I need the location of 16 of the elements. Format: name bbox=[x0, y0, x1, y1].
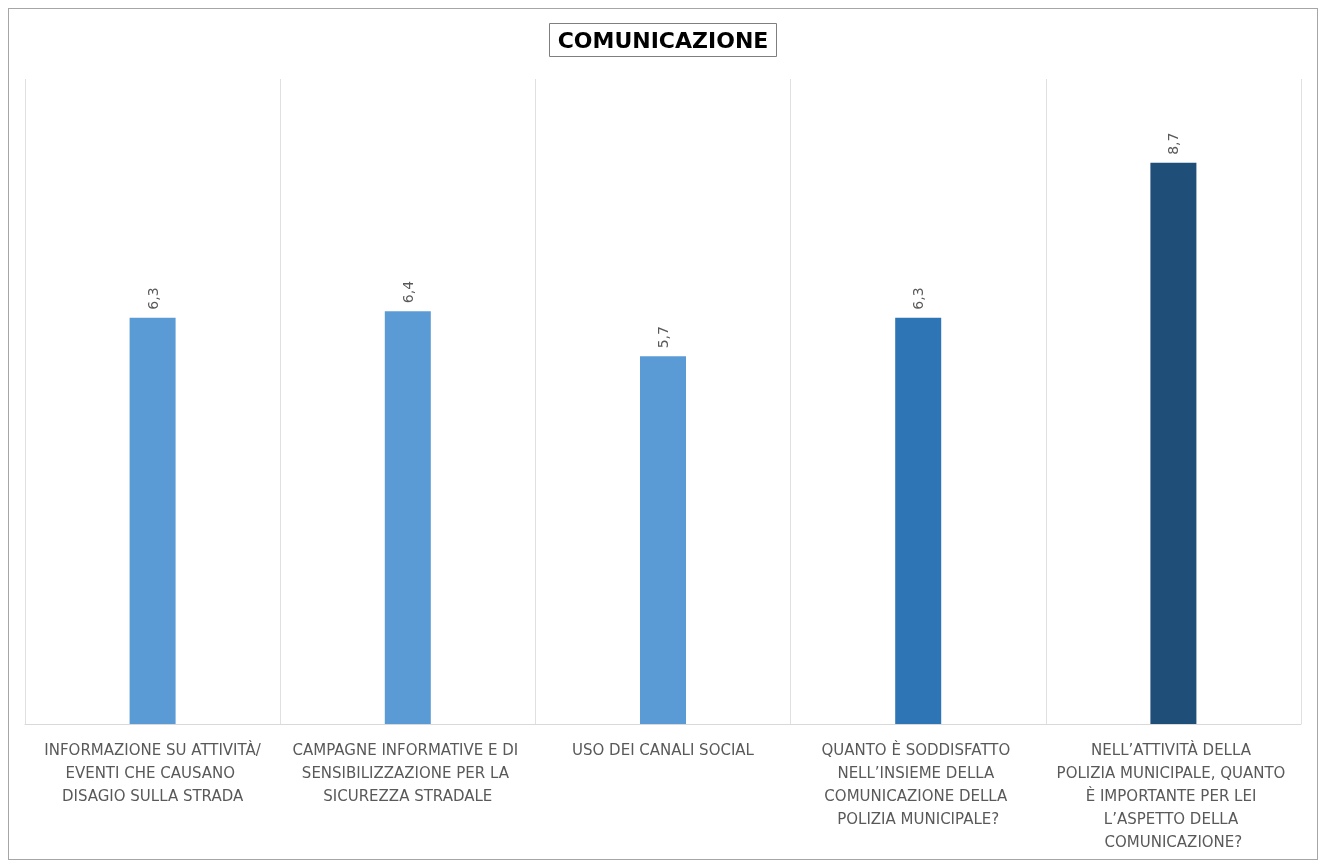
x-tick-label: USO DEI CANALI SOCIAL bbox=[572, 740, 755, 759]
data-label: 5,7 bbox=[655, 326, 671, 349]
data-label: 6,4 bbox=[399, 280, 416, 304]
data-label: 6,3 bbox=[910, 287, 927, 310]
bar bbox=[640, 356, 686, 724]
x-tick-label: INFORMAZIONE SU ATTIVITÀ/EVENTI CHE CAUSANO DISAGIO SULLA STRADA bbox=[44, 739, 262, 805]
data-label: 8,7 bbox=[1165, 132, 1182, 155]
bar bbox=[1150, 162, 1197, 724]
bar bbox=[384, 311, 431, 724]
data-label: 6,3 bbox=[144, 287, 161, 310]
x-tick-label: QUANTO È SODDISFATTO NELL’INSIEME DELLA COMUNICAZIONE DELLA POLIZIA MUNICIPALE? bbox=[821, 739, 1015, 828]
bar bbox=[129, 317, 176, 724]
x-tick-label: NELL’ATTIVITÀ DELLA POLIZIA MUNICIPALE, QUANTO È IMPORTANTE PER LEI L’ASPETTO DELLA COMUNICAZIONE? bbox=[1056, 739, 1291, 851]
x-tick-label: CAMPAGNE INFORMATIVE E DI SENSIBILIZZAZIONE PER LA SICUREZZA STRADALE bbox=[292, 740, 524, 805]
chart-title: COMUNICAZIONE bbox=[557, 27, 769, 53]
bar bbox=[895, 317, 942, 724]
